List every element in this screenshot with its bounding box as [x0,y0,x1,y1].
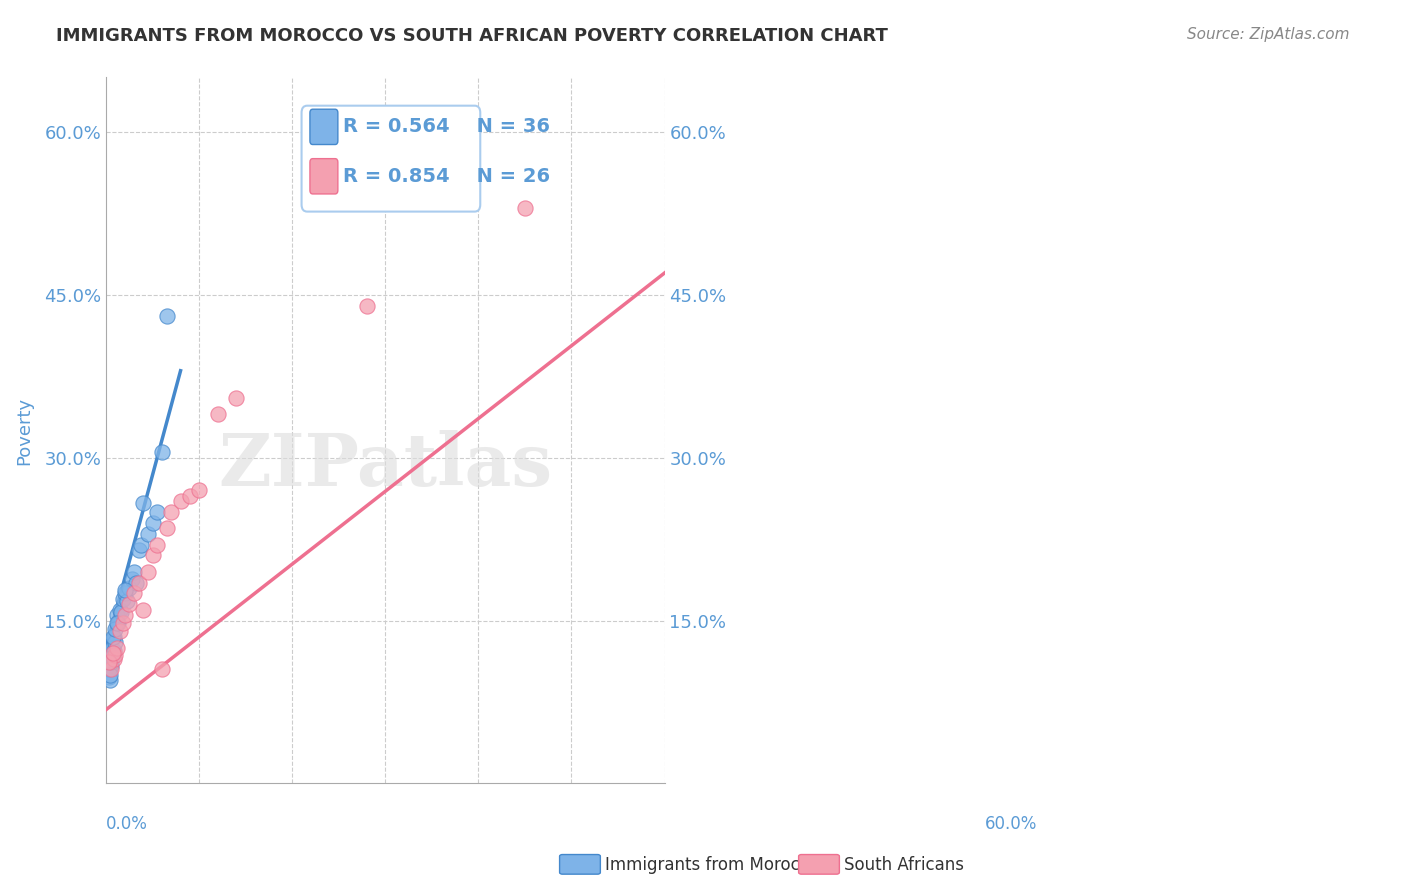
Point [105,640,128,655]
Point [97,662,120,676]
Point [114,586,136,600]
Text: IMMIGRANTS FROM MOROCCO VS SOUTH AFRICAN POVERTY CORRELATION CHART: IMMIGRANTS FROM MOROCCO VS SOUTH AFRICAN… [56,27,889,45]
Point [103,651,125,665]
FancyBboxPatch shape [309,109,337,145]
Point [118,597,141,611]
Point [108,624,131,639]
Point [118,581,141,595]
Point [97,670,120,684]
Point [100,655,122,669]
Point [100,640,122,655]
Point [114,608,136,623]
Point [150,445,173,459]
Point [125,575,148,590]
Point [207,407,229,421]
Text: Source: ZipAtlas.com: Source: ZipAtlas.com [1187,27,1350,42]
Point [110,605,132,619]
FancyBboxPatch shape [301,105,481,211]
Point [98,673,121,688]
Point [103,644,125,658]
Point [104,635,127,649]
Text: Immigrants from Morocco: Immigrants from Morocco [605,856,818,874]
Point [121,572,143,586]
Point [101,648,124,663]
Point [97,651,120,665]
FancyBboxPatch shape [309,159,337,194]
Point [103,630,125,644]
Y-axis label: Poverty: Poverty [15,396,32,465]
Point [101,630,124,644]
Point [115,594,138,608]
Point [100,662,122,676]
Point [146,537,169,551]
Point [188,483,211,498]
Point [136,526,159,541]
Point [155,521,177,535]
Point [179,489,201,503]
Point [97,655,120,669]
Point [160,505,183,519]
Point [122,565,145,579]
Point [114,583,136,598]
Text: 60.0%: 60.0% [984,815,1036,833]
Point [97,662,120,676]
Point [107,615,129,630]
Point [104,648,127,663]
Point [136,565,159,579]
Point [108,603,131,617]
Point [128,575,150,590]
Point [131,537,153,551]
Point [105,615,128,630]
Point [122,586,145,600]
Point [150,662,173,676]
Text: R = 0.854    N = 26: R = 0.854 N = 26 [343,167,551,186]
Point [142,549,165,563]
Point [111,591,134,606]
Point [128,543,150,558]
Point [169,494,191,508]
Text: South Africans: South Africans [844,856,963,874]
Point [225,391,247,405]
Point [132,603,155,617]
Point [513,201,536,215]
Point [155,310,177,324]
Point [98,668,121,682]
Point [132,496,155,510]
Point [146,505,169,519]
Point [356,299,378,313]
Text: 0.0%: 0.0% [105,815,148,833]
Point [105,608,128,623]
Point [104,622,127,636]
Point [100,659,122,673]
Point [142,516,165,530]
Text: R = 0.564    N = 36: R = 0.564 N = 36 [343,118,550,136]
Point [111,615,134,630]
Text: ZIPatlas: ZIPatlas [218,430,553,501]
Point [101,646,124,660]
